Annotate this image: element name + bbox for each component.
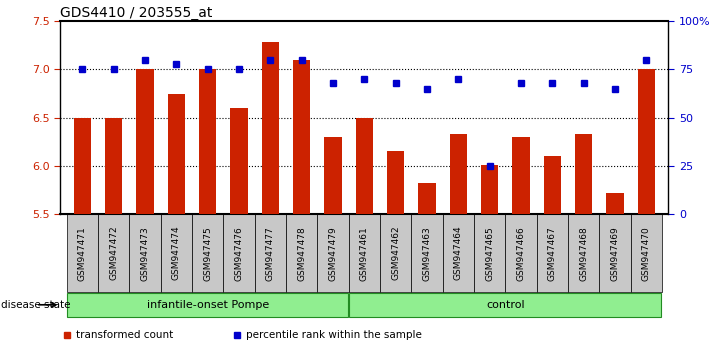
Text: GSM947476: GSM947476 bbox=[235, 226, 244, 281]
Text: transformed count: transformed count bbox=[75, 330, 173, 339]
Bar bbox=[513, 137, 530, 214]
Text: GSM947464: GSM947464 bbox=[454, 226, 463, 280]
Bar bbox=[223, 214, 255, 292]
Bar bbox=[575, 134, 592, 214]
Bar bbox=[544, 156, 561, 214]
Bar bbox=[262, 42, 279, 214]
Bar bbox=[606, 193, 624, 214]
Bar bbox=[137, 69, 154, 214]
Text: GSM947470: GSM947470 bbox=[642, 226, 651, 281]
Text: GSM947477: GSM947477 bbox=[266, 226, 275, 281]
Bar bbox=[348, 214, 380, 292]
Text: control: control bbox=[486, 300, 525, 310]
Bar bbox=[450, 134, 467, 214]
Bar bbox=[67, 214, 98, 292]
Bar bbox=[192, 214, 223, 292]
Bar bbox=[168, 93, 185, 214]
Text: GSM947465: GSM947465 bbox=[485, 226, 494, 281]
Bar bbox=[506, 214, 537, 292]
Bar bbox=[98, 214, 129, 292]
Text: GDS4410 / 203555_at: GDS4410 / 203555_at bbox=[60, 6, 212, 20]
Text: GSM947475: GSM947475 bbox=[203, 226, 212, 281]
Text: GSM947469: GSM947469 bbox=[611, 226, 619, 281]
Bar bbox=[286, 214, 317, 292]
Text: GSM947478: GSM947478 bbox=[297, 226, 306, 281]
Bar bbox=[599, 214, 631, 292]
Text: GSM947467: GSM947467 bbox=[548, 226, 557, 281]
Text: GSM947462: GSM947462 bbox=[391, 226, 400, 280]
Text: GSM947463: GSM947463 bbox=[422, 226, 432, 281]
Text: GSM947461: GSM947461 bbox=[360, 226, 369, 281]
Bar bbox=[443, 214, 474, 292]
Bar bbox=[74, 118, 91, 214]
Bar bbox=[537, 214, 568, 292]
Bar bbox=[419, 183, 436, 214]
Bar bbox=[638, 69, 655, 214]
Bar bbox=[387, 152, 405, 214]
Text: GSM947472: GSM947472 bbox=[109, 226, 118, 280]
Bar bbox=[199, 69, 216, 214]
Bar bbox=[129, 214, 161, 292]
Bar bbox=[161, 214, 192, 292]
Bar bbox=[474, 214, 506, 292]
Bar bbox=[293, 60, 310, 214]
Bar bbox=[230, 108, 247, 214]
Bar bbox=[255, 214, 286, 292]
Bar bbox=[324, 137, 342, 214]
Text: GSM947468: GSM947468 bbox=[579, 226, 588, 281]
Bar bbox=[105, 118, 122, 214]
Text: GSM947471: GSM947471 bbox=[78, 226, 87, 281]
Bar bbox=[412, 214, 443, 292]
Text: GSM947474: GSM947474 bbox=[172, 226, 181, 280]
Text: GSM947479: GSM947479 bbox=[328, 226, 338, 281]
Bar bbox=[356, 118, 373, 214]
Bar bbox=[349, 293, 661, 317]
Bar bbox=[68, 293, 348, 317]
Bar bbox=[568, 214, 599, 292]
Text: GSM947473: GSM947473 bbox=[141, 226, 149, 281]
Text: infantile-onset Pompe: infantile-onset Pompe bbox=[146, 300, 269, 310]
Bar bbox=[380, 214, 412, 292]
Text: disease state: disease state bbox=[1, 300, 70, 310]
Text: GSM947466: GSM947466 bbox=[517, 226, 525, 281]
Bar bbox=[631, 214, 662, 292]
Bar bbox=[481, 165, 498, 214]
Text: percentile rank within the sample: percentile rank within the sample bbox=[246, 330, 422, 339]
Bar bbox=[317, 214, 348, 292]
